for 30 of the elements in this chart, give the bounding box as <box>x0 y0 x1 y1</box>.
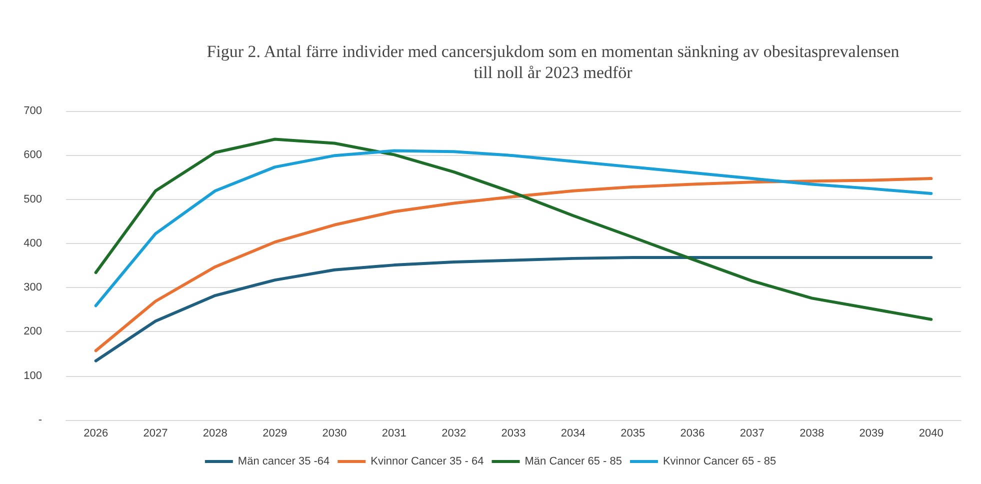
y-tick-label: - <box>38 414 42 426</box>
y-tick-label: 400 <box>24 237 42 250</box>
legend-label: Män cancer 35 -64 <box>238 456 330 468</box>
legend-label: Män Cancer 65 - 85 <box>524 456 622 468</box>
x-tick-label: 2032 <box>442 428 466 440</box>
legend-label: Kvinnor Cancer 35 - 64 <box>370 456 484 468</box>
x-tick-label: 2034 <box>560 428 586 440</box>
chart-title: Figur 2. Antal färre individer med cancersjukdom som en momentan sänkning av obesitasprevalensen till noll år 2023 medför <box>206 42 900 82</box>
x-tick-label: 2027 <box>143 428 168 440</box>
x-tick-label: 2030 <box>322 428 347 440</box>
line-series <box>94 256 933 362</box>
legend-label: Kvinnor Cancer 65 - 85 <box>662 456 776 468</box>
y-tick-label: 700 <box>24 105 42 117</box>
y-tick-label: 300 <box>24 282 42 294</box>
x-tick-label: 2035 <box>620 428 646 440</box>
x-tick-label: 2037 <box>740 428 764 440</box>
x-tick-label: 2036 <box>680 428 705 440</box>
y-tick-label: 500 <box>24 193 42 206</box>
x-tick-label: 2040 <box>918 428 944 440</box>
line-series <box>94 177 933 352</box>
x-tick-label: 2026 <box>84 428 108 440</box>
x-tick-label: 2038 <box>800 428 824 440</box>
x-tick-label: 2039 <box>859 428 884 440</box>
y-tick-label: 600 <box>24 149 42 162</box>
y-tick-label: 200 <box>24 326 42 338</box>
x-tick-label: 2029 <box>262 428 288 440</box>
x-tick-label: 2031 <box>382 428 406 440</box>
y-tick-label: 100 <box>24 370 42 382</box>
x-tick-label: 2028 <box>202 428 228 440</box>
x-tick-label: 2033 <box>501 428 526 440</box>
